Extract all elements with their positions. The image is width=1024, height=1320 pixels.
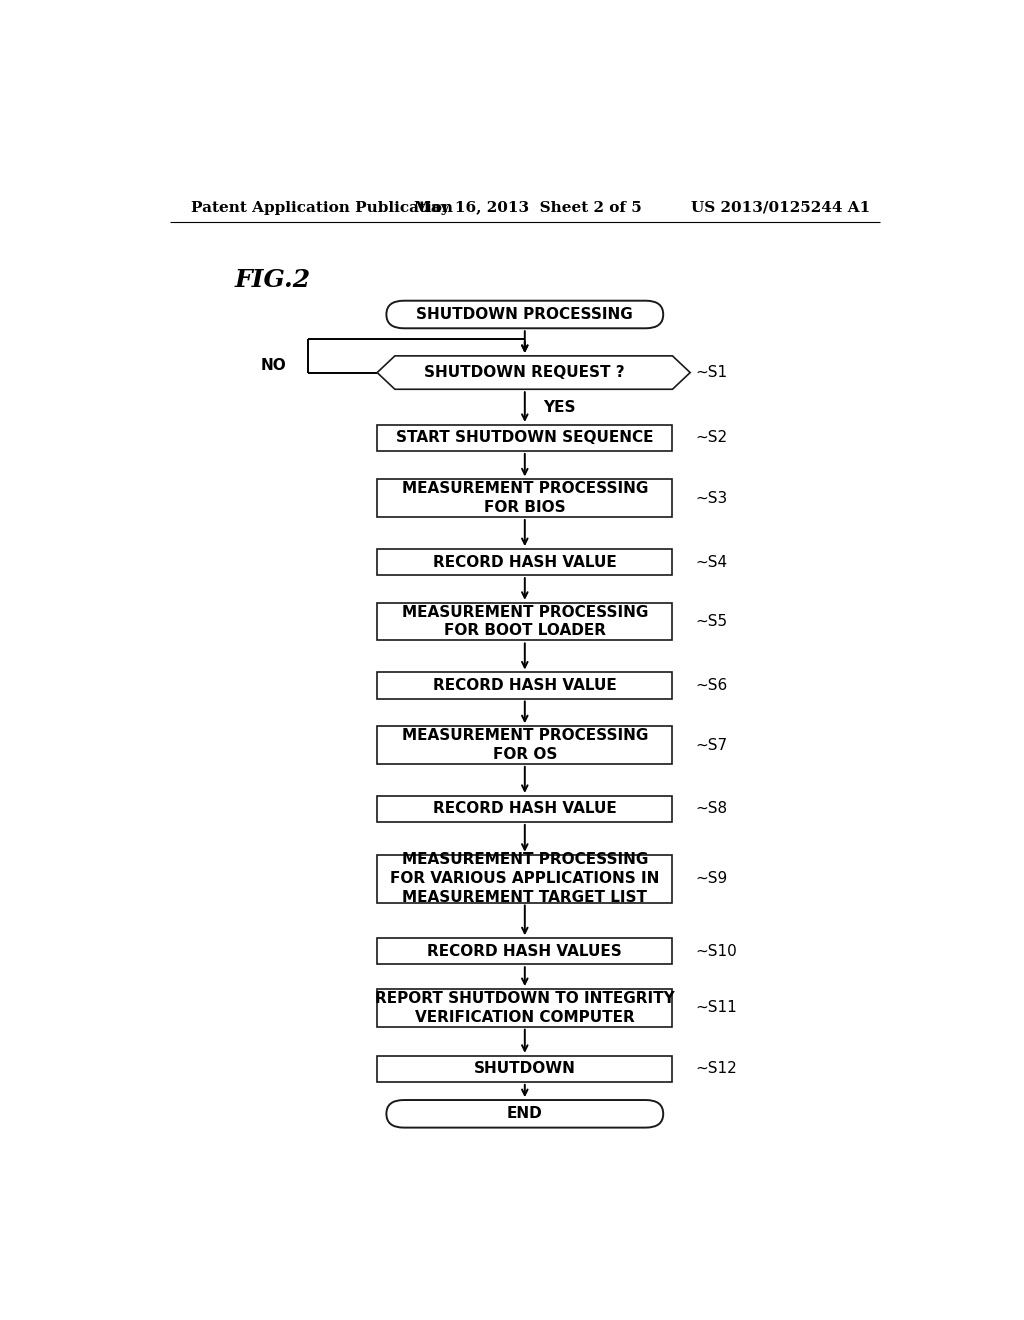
Text: ~S2: ~S2 (695, 430, 728, 445)
Bar (377, 726, 673, 764)
Bar (377, 549, 673, 576)
Bar (377, 672, 673, 698)
Text: ~S10: ~S10 (695, 944, 737, 958)
Text: Patent Application Publication: Patent Application Publication (190, 201, 453, 215)
Text: ~S8: ~S8 (695, 801, 728, 816)
Text: RECORD HASH VALUES: RECORD HASH VALUES (427, 944, 623, 958)
Polygon shape (377, 356, 690, 389)
Text: May 16, 2013  Sheet 2 of 5: May 16, 2013 Sheet 2 of 5 (414, 201, 642, 215)
Bar (377, 989, 673, 1027)
Text: END: END (507, 1106, 543, 1121)
Text: SHUTDOWN PROCESSING: SHUTDOWN PROCESSING (417, 308, 633, 322)
Bar (377, 1056, 673, 1082)
Text: FIG.2: FIG.2 (234, 268, 310, 292)
Text: ~S5: ~S5 (695, 614, 728, 630)
Text: SHUTDOWN REQUEST ?: SHUTDOWN REQUEST ? (425, 366, 625, 380)
Text: SHUTDOWN: SHUTDOWN (474, 1061, 575, 1076)
Text: RECORD HASH VALUE: RECORD HASH VALUE (433, 554, 616, 569)
Bar (377, 603, 673, 640)
Text: US 2013/0125244 A1: US 2013/0125244 A1 (691, 201, 870, 215)
Text: ~S7: ~S7 (695, 738, 728, 752)
Text: MEASUREMENT PROCESSING
FOR VARIOUS APPLICATIONS IN
MEASUREMENT TARGET LIST: MEASUREMENT PROCESSING FOR VARIOUS APPLI… (390, 853, 659, 904)
Text: REPORT SHUTDOWN TO INTEGRITY
VERIFICATION COMPUTER: REPORT SHUTDOWN TO INTEGRITY VERIFICATIO… (375, 991, 675, 1024)
FancyBboxPatch shape (386, 1100, 664, 1127)
Text: ~S4: ~S4 (695, 554, 728, 569)
Bar (377, 796, 673, 822)
Text: MEASUREMENT PROCESSING
FOR OS: MEASUREMENT PROCESSING FOR OS (401, 729, 648, 762)
FancyBboxPatch shape (386, 301, 664, 329)
Text: NO: NO (261, 358, 287, 372)
Text: ~S1: ~S1 (695, 366, 728, 380)
Text: START SHUTDOWN SEQUENCE: START SHUTDOWN SEQUENCE (396, 430, 653, 445)
Text: ~S9: ~S9 (695, 871, 728, 886)
Text: ~S6: ~S6 (695, 678, 728, 693)
Text: MEASUREMENT PROCESSING
FOR BIOS: MEASUREMENT PROCESSING FOR BIOS (401, 482, 648, 515)
Text: ~S12: ~S12 (695, 1061, 737, 1076)
Text: RECORD HASH VALUE: RECORD HASH VALUE (433, 801, 616, 816)
Bar (377, 854, 673, 903)
Text: YES: YES (544, 400, 575, 414)
Text: MEASUREMENT PROCESSING
FOR BOOT LOADER: MEASUREMENT PROCESSING FOR BOOT LOADER (401, 605, 648, 639)
Bar (377, 425, 673, 451)
Bar (377, 939, 673, 964)
Bar (377, 479, 673, 517)
Text: RECORD HASH VALUE: RECORD HASH VALUE (433, 678, 616, 693)
Text: ~S11: ~S11 (695, 1001, 737, 1015)
Text: ~S3: ~S3 (695, 491, 728, 506)
